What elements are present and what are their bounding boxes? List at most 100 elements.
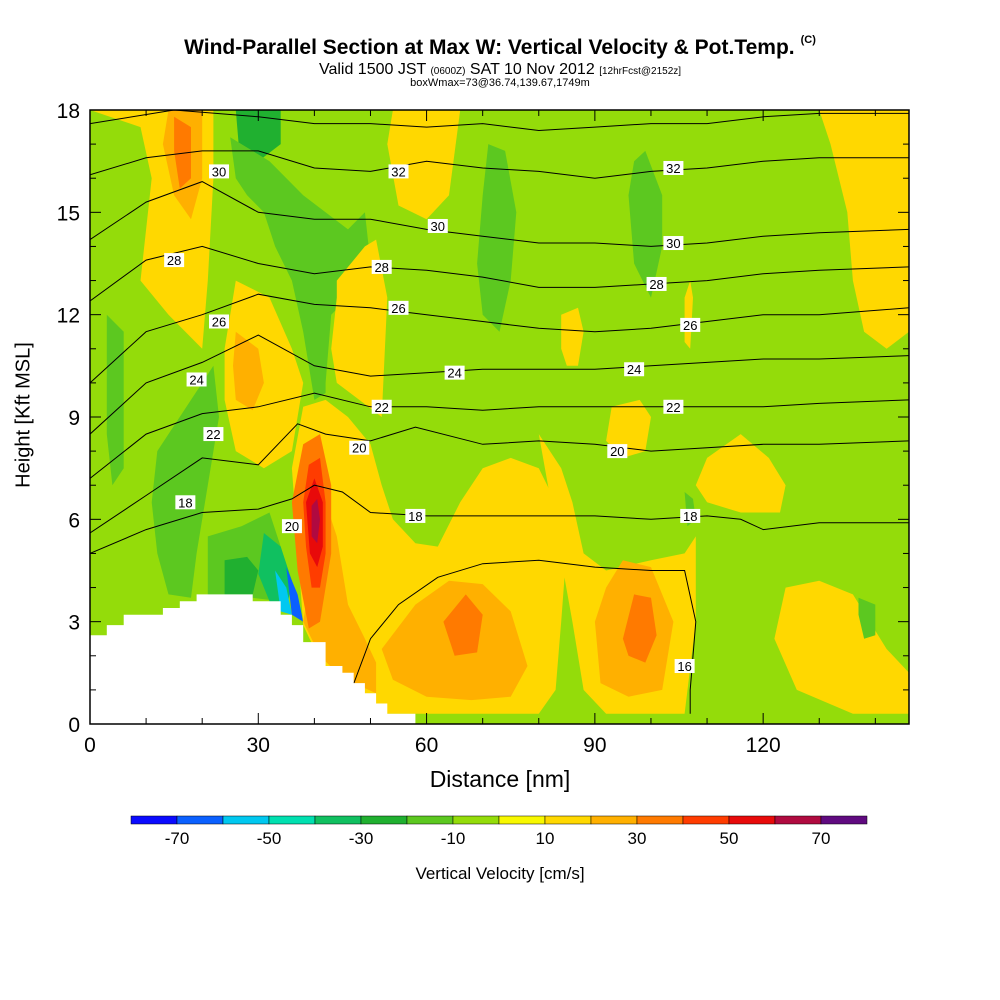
colorbar-swatch xyxy=(682,815,730,825)
isentrope-label-13: 24 xyxy=(624,362,645,377)
isentrope-16 xyxy=(341,559,697,714)
isentrope-label-text: 26 xyxy=(683,318,697,333)
isentrope-label-text: 28 xyxy=(649,277,663,292)
isentrope-label-text: 20 xyxy=(352,441,366,456)
isentrope-label-3: 30 xyxy=(427,218,448,234)
isentrope-32 xyxy=(90,150,909,179)
isentrope-label-11: 24 xyxy=(186,372,207,387)
copyright-mark: (C) xyxy=(800,34,816,46)
isentrope-label-text: 22 xyxy=(206,427,220,442)
isentrope-label-box xyxy=(164,253,185,268)
isentrope-label-box xyxy=(388,300,409,315)
forecast-run: [12hrFcst@2152z] xyxy=(599,66,682,77)
x-tick-label: 120 xyxy=(746,734,781,757)
isentrope-label-text: 18 xyxy=(683,509,697,524)
colorbar-tick-label: -50 xyxy=(257,829,282,848)
y-tick-label: 6 xyxy=(68,509,80,532)
isentrope-label-5: 28 xyxy=(164,253,185,268)
velocity-region-29 xyxy=(819,110,909,349)
isentrope-label-22: 18 xyxy=(680,508,701,524)
colorbar-tick-label: 10 xyxy=(536,829,555,848)
isentrope-label-15: 22 xyxy=(371,399,392,415)
velocity-region-19 xyxy=(443,594,483,656)
x-axis-label: Distance [nm] xyxy=(429,766,571,792)
chart-subtitle: Valid 1500 JST (0600Z) SAT 10 Nov 2012 [… xyxy=(0,61,1000,79)
isentrope-28 xyxy=(90,245,909,302)
velocity-region-33 xyxy=(628,150,663,298)
isentrope-label-21: 18 xyxy=(405,508,426,524)
velocity-region-32 xyxy=(774,580,909,714)
isentrope-label-18: 20 xyxy=(607,444,628,459)
isentrope-label-box xyxy=(624,362,645,377)
isentrope-label-text: 24 xyxy=(189,372,203,387)
velocity-region-28 xyxy=(695,434,786,513)
velocity-region-10 xyxy=(106,314,124,486)
isentrope-label-8: 26 xyxy=(209,314,230,329)
colorbar-tick-label: -30 xyxy=(349,829,374,848)
colorbar-tick-label: -70 xyxy=(165,829,190,848)
colorbar-tick-label: -10 xyxy=(441,829,466,848)
terrain-mask xyxy=(90,594,416,724)
y-tick-label: 15 xyxy=(57,202,80,225)
colorbar-swatch xyxy=(590,815,638,825)
velocity-region-15 xyxy=(286,567,304,622)
isentrope-label-box xyxy=(680,508,701,523)
x-tick-label: 60 xyxy=(415,734,438,757)
isentrope-18 xyxy=(90,484,909,554)
colorbar-swatch xyxy=(728,815,776,825)
isentrope-label-17: 20 xyxy=(349,440,370,456)
isentrope-24 xyxy=(90,334,909,435)
valid-time: Valid 1500 JST xyxy=(318,61,426,78)
x-tick-label: 30 xyxy=(247,734,270,757)
isentrope-label-23: 16 xyxy=(674,659,695,674)
isentrope-label-16: 22 xyxy=(663,399,684,415)
isentrope-label-9: 26 xyxy=(388,300,409,316)
box-wmax-line: boxWmax=73@36.74,139.67,1749m xyxy=(410,77,590,89)
x-tick-label: 0 xyxy=(84,734,96,757)
isentrope-label-text: 22 xyxy=(666,400,680,415)
colorbar-swatch xyxy=(130,815,178,825)
y-tick-label: 3 xyxy=(68,612,80,635)
isentrope-26 xyxy=(90,293,909,384)
chart-title-text: Wind-Parallel Section at Max W: Vertical… xyxy=(184,36,795,59)
isentrope-label-box xyxy=(349,440,370,455)
velocity-region-12 xyxy=(224,556,259,595)
velocity-region-7 xyxy=(224,280,304,469)
velocity-region-8 xyxy=(233,331,264,411)
isentrope-label-text: 26 xyxy=(391,301,405,316)
isentrope-label-text: 28 xyxy=(374,260,388,275)
colorbar-tick-label: 50 xyxy=(720,829,739,848)
isentrope-label-text: 30 xyxy=(431,219,445,234)
colorbar: -70 -50 -30 -10 10 30 50 70 xyxy=(130,815,868,848)
isentrope-label-12: 24 xyxy=(444,365,465,381)
isentrope-label-box xyxy=(405,508,426,523)
isentrope-label-box xyxy=(175,495,196,510)
isentrope-30 xyxy=(90,181,909,247)
velocity-region-2 xyxy=(174,116,191,189)
isentrope-label-text: 32 xyxy=(666,161,680,176)
isentrope-label-text: 30 xyxy=(666,236,680,251)
velocity-region-30 xyxy=(561,307,584,366)
isentrope-label-box xyxy=(663,160,684,175)
isentrope-label-text: 26 xyxy=(212,314,226,329)
colorbar-swatch xyxy=(636,815,684,825)
velocity-region-27 xyxy=(606,399,651,458)
colorbar-swatch xyxy=(774,815,822,825)
velocity-regions xyxy=(90,110,909,714)
colorbar-swatch xyxy=(406,815,454,825)
velocity-region-9 xyxy=(151,365,219,598)
colorbar-swatch xyxy=(360,815,408,825)
isentrope-label-box xyxy=(444,365,465,380)
colorbar-tick-label: 30 xyxy=(628,829,647,848)
velocity-region-23 xyxy=(311,498,320,544)
isentrope-label-box xyxy=(186,372,207,387)
isentrope-label-7: 28 xyxy=(646,276,667,292)
velocity-region-4 xyxy=(230,137,371,400)
colorbar-swatch xyxy=(452,815,500,825)
isentrope-label-text: 18 xyxy=(408,509,422,524)
y-tick-label: 9 xyxy=(68,407,80,430)
terrain xyxy=(90,594,416,724)
isentrope-label-text: 16 xyxy=(677,659,691,674)
colorbar-swatch xyxy=(268,815,316,825)
isentrope-label-text: 22 xyxy=(374,400,388,415)
